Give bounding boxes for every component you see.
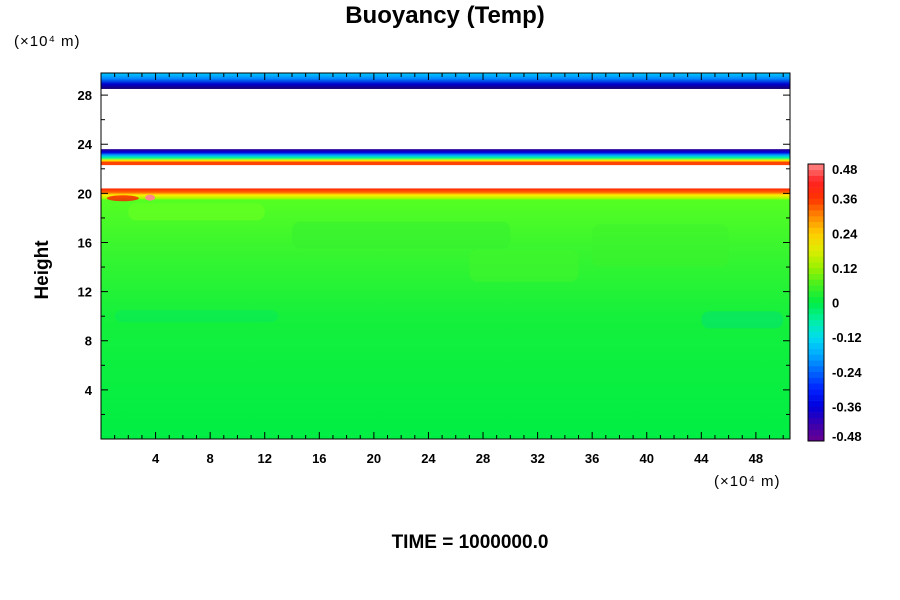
colorbar-bin — [808, 354, 824, 361]
y-axis-unit: (×10⁴ m) — [14, 33, 81, 50]
texture-patch — [128, 203, 265, 221]
colorbar-bin — [808, 227, 824, 234]
y-tick-label: 8 — [85, 334, 92, 349]
x-tick-label: 32 — [530, 451, 544, 466]
colorbar-bin — [808, 262, 824, 269]
y-tick-label: 16 — [78, 235, 92, 250]
colorbar-bin — [808, 267, 824, 274]
x-tick-label: 4 — [152, 451, 160, 466]
colorbar-bin — [808, 239, 824, 246]
warm-patch — [106, 195, 139, 202]
colorbar-bin — [808, 394, 824, 401]
colorbar-label: -0.48 — [832, 429, 862, 444]
x-tick-label: 24 — [421, 451, 436, 466]
colorbar-bin — [808, 244, 824, 251]
colorbar-bin — [808, 435, 824, 442]
layer-upper-band — [101, 149, 790, 166]
y-tick-label: 24 — [78, 137, 93, 152]
colorbar-bin — [808, 423, 824, 430]
x-tick-label: 44 — [694, 451, 709, 466]
colorbar-bin — [808, 175, 824, 182]
colorbar-bin — [808, 371, 824, 378]
colorbar-label: -0.24 — [832, 365, 862, 380]
y-tick-label: 4 — [85, 383, 93, 398]
x-tick-label: 36 — [585, 451, 599, 466]
colorbar-bin — [808, 314, 824, 321]
layer-warm-band — [101, 188, 790, 200]
x-tick-label: 16 — [312, 451, 326, 466]
colorbar-bin — [808, 337, 824, 344]
time-label: TIME = 1000000.0 — [391, 532, 549, 553]
y-tick-label: 12 — [78, 285, 92, 300]
texture-patch — [469, 249, 579, 282]
chart-title: Buoyancy (Temp) — [345, 2, 545, 29]
colorbar-label: 0.12 — [832, 261, 857, 276]
x-tick-label: 40 — [640, 451, 654, 466]
colorbar-label: -0.12 — [832, 330, 862, 345]
colorbar-bin — [808, 302, 824, 309]
colorbar-bin — [808, 296, 824, 303]
colorbar-bin — [808, 187, 824, 194]
colorbar-bin — [808, 210, 824, 217]
colorbar-bin — [808, 406, 824, 413]
warm-spot — [145, 194, 156, 201]
x-tick-label: 8 — [207, 451, 214, 466]
colorbar-bin — [808, 365, 824, 373]
y-tick-label: 28 — [78, 88, 92, 103]
colorbar-bin — [808, 221, 824, 228]
colorbar-bin — [808, 290, 824, 298]
colorbar-bin — [808, 198, 824, 205]
plot-frame — [100, 72, 791, 440]
colorbar-bin — [808, 400, 824, 407]
texture-patch — [292, 221, 511, 249]
colorbar-label: 0.48 — [832, 162, 857, 177]
x-tick-label: 20 — [367, 451, 381, 466]
colorbar-bin — [808, 383, 824, 390]
colorbar-bin — [808, 417, 824, 424]
colorbar-bin — [808, 360, 824, 367]
colorbar-label: -0.36 — [832, 399, 862, 414]
colorbar-bin — [808, 164, 824, 171]
colorbar-bin — [808, 342, 824, 349]
colorbar-bin — [808, 215, 824, 223]
colorbar-bin — [808, 233, 824, 240]
texture-patch — [701, 311, 784, 329]
colorbar-bin — [808, 192, 824, 199]
colorbar-bin — [808, 169, 824, 176]
layer-top-band — [101, 73, 790, 89]
colorbar-frame — [807, 163, 825, 442]
colorbar-bin — [808, 389, 824, 396]
colorbar-bin — [808, 181, 824, 188]
x-axis-unit: (×10⁴ m) — [714, 473, 781, 490]
texture-patch — [114, 310, 279, 323]
colorbar-bin — [808, 308, 824, 315]
y-tick-label: 20 — [78, 186, 92, 201]
colorbar-bin — [808, 250, 824, 257]
colorbar-bin — [808, 429, 824, 436]
colorbar-label: 0.36 — [832, 192, 857, 207]
x-tick-label: 12 — [257, 451, 271, 466]
colorbar-bin — [808, 319, 824, 326]
texture-patch — [592, 224, 729, 268]
colorbar-bin — [808, 412, 824, 419]
colorbar-bin — [808, 285, 824, 292]
colorbar-label: 0.24 — [832, 226, 858, 241]
colorbar-bin — [808, 204, 824, 211]
x-tick-label: 28 — [476, 451, 490, 466]
colorbar-bin — [808, 273, 824, 280]
colorbar-bin — [808, 256, 824, 263]
colorbar-label: 0 — [832, 296, 839, 311]
colorbar-bin — [808, 377, 824, 384]
colorbar-bin — [808, 325, 824, 332]
upper-red-line — [101, 162, 790, 166]
colorbar-bin — [808, 348, 824, 355]
colorbar-bin — [808, 279, 824, 286]
colorbar-bin — [808, 331, 824, 338]
x-tick-label: 48 — [749, 451, 763, 466]
